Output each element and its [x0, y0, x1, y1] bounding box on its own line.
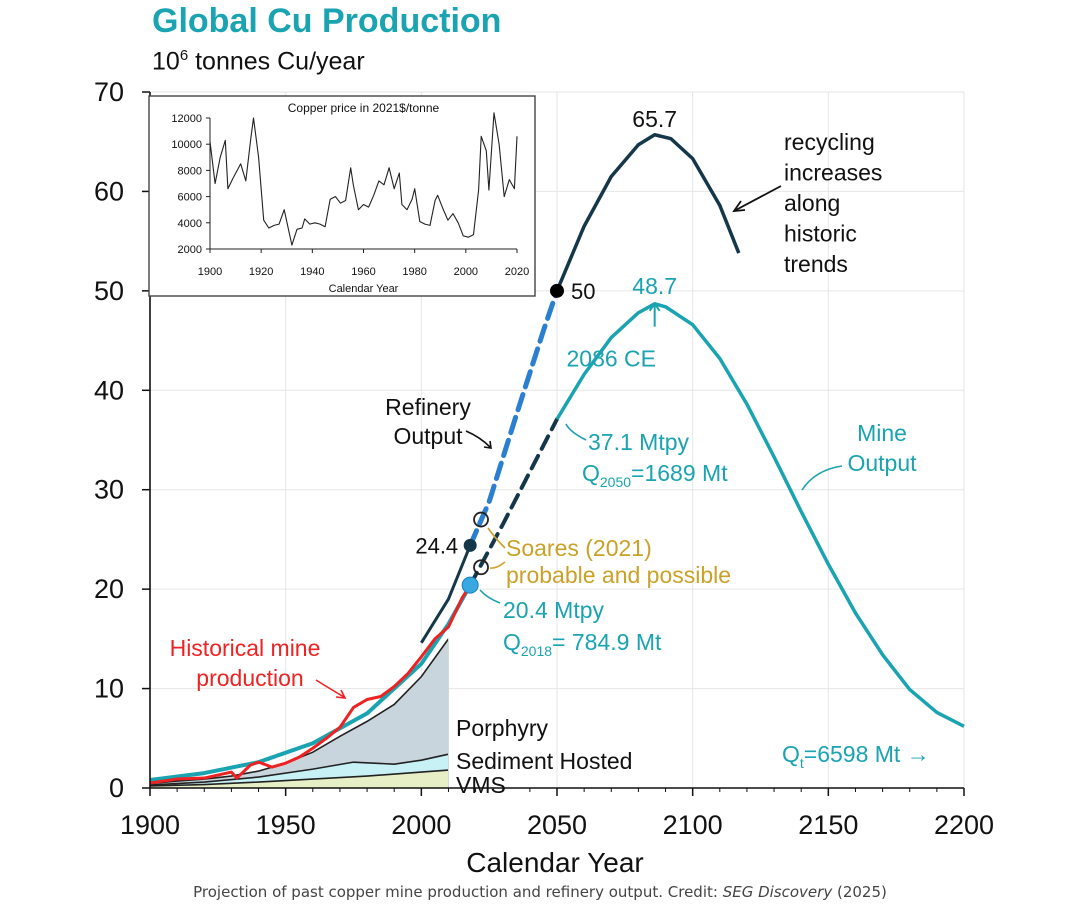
y-tick-label: 60 — [94, 176, 124, 206]
mtpy-2018-arrow — [479, 589, 501, 604]
inset-x-tick-label: 1960 — [351, 266, 375, 278]
recycling-note: recycling increases along historic trends — [784, 129, 882, 277]
x-tick-label: 2000 — [391, 810, 451, 840]
refinery-arrow-line — [465, 430, 491, 448]
sediment-label: Sediment Hosted — [456, 748, 632, 774]
inset-y-tick-label: 4000 — [178, 218, 202, 230]
x-axis-title: Calendar Year — [466, 847, 643, 878]
inset-x-tick-label: 1940 — [300, 266, 324, 278]
mine-output-forecast-line — [555, 302, 965, 728]
inset-y-tick-label: 2000 — [178, 244, 202, 256]
q2018-label: Q2018= 784.9 Mt — [503, 629, 662, 659]
mtpy-2050-label: 37.1 Mtpy — [588, 429, 689, 455]
historical-mine-production-line — [149, 584, 472, 785]
inset-y-tick-label: 6000 — [178, 192, 202, 204]
caption-year: (2025) — [832, 883, 887, 901]
x-tick-label: 1900 — [120, 810, 180, 840]
inset-x-tick-label: 1920 — [249, 266, 273, 278]
axes: 1900 1950 2000 2050 2100 2150 2200010203040506… — [94, 77, 994, 878]
annotations: 65.7 48.7 2086 CE recycling increases along hi… — [170, 106, 930, 798]
y-tick-label: 40 — [94, 375, 124, 405]
refinery-output-label: Refinery Output — [385, 394, 471, 449]
peak-mine-label: 48.7 — [632, 273, 677, 299]
inset-y-tick-label: 10000 — [171, 139, 202, 151]
inset-y-tick-label: 12000 — [171, 113, 202, 125]
y-tick-label: 30 — [94, 475, 124, 505]
y-tick-label: 0 — [109, 773, 124, 803]
point-marker — [473, 559, 489, 576]
area-porphyry — [150, 638, 449, 788]
recycling-arrow-line — [733, 185, 782, 212]
refinery-arrow-head — [483, 440, 492, 449]
inset-chart: Copper price in 2021$/tonne 2000 4000 6000 8… — [148, 95, 536, 297]
inset-x-tick-label: 1900 — [198, 266, 222, 278]
unit-text: tonnes Cu/year — [188, 47, 365, 76]
series-lines — [149, 133, 965, 785]
point-marker — [461, 576, 479, 594]
point-marker — [463, 538, 477, 552]
peak-refinery-label: 65.7 — [632, 106, 677, 132]
soares-label-line2: probable and possible — [506, 562, 731, 588]
x-tick-label: 1950 — [256, 810, 316, 840]
inset-x-tick-label: 2020 — [505, 266, 529, 278]
point-marker — [473, 511, 489, 528]
peak-year-label: 2086 CE — [567, 345, 657, 371]
y-tick-label: 70 — [94, 77, 124, 107]
soares-label-line1: Soares (2021) — [506, 535, 652, 561]
peak-arrow-head — [648, 302, 661, 312]
inset-price-line — [209, 112, 518, 246]
x-tick-label: 2050 — [527, 810, 587, 840]
recycling-arrow-head — [732, 200, 746, 213]
mtpy-2018-label: 20.4 Mtpy — [503, 597, 604, 623]
mine-output-arrow — [801, 465, 843, 491]
chart-subtitle: 106 tonnes Cu/year — [152, 47, 365, 76]
inset-x-axis-title: Calendar Year — [329, 283, 399, 295]
unit-exponent: 6 — [179, 47, 189, 64]
caption-text: Projection of past copper mine productio… — [193, 883, 723, 901]
refinery-output-forecast-line — [555, 133, 741, 292]
mine-output-projection-line — [468, 417, 559, 588]
area-outline-vms — [149, 769, 449, 787]
inset-frame — [148, 95, 536, 297]
inset-x-tick-label: 1980 — [402, 266, 426, 278]
x-tick-label: 2200 — [934, 810, 994, 840]
inset-title: Copper price in 2021$/tonne — [288, 101, 440, 115]
deposit-areas — [149, 638, 450, 788]
qt-total-label: Qt=6598 Mt → — [782, 741, 930, 771]
main-chart: 1900 1950 2000 2050 2100 2150 2200010203040506… — [94, 77, 994, 878]
y-tick-label: 20 — [94, 574, 124, 604]
y-tick-label: 50 — [94, 276, 124, 306]
inset-x-tick-label: 2000 — [454, 266, 478, 278]
historical-mine-label: Historical mine production — [170, 635, 321, 691]
area-outline-sediment-hosted — [149, 753, 449, 786]
mine-output-label: Mine Output — [847, 420, 917, 476]
point-marker — [550, 283, 564, 298]
chart-title: Global Cu Production — [152, 2, 502, 40]
unit-base: 10 — [152, 47, 180, 76]
historical-arrow-line — [315, 679, 345, 698]
refinery-output-historic-line — [420, 544, 472, 644]
porphyry-label: Porphyry — [456, 715, 549, 741]
point-label: 50 — [571, 279, 595, 304]
soares-bracket-lower — [489, 561, 506, 569]
area-vms — [150, 770, 449, 788]
inset-y-tick-label: 8000 — [178, 165, 202, 177]
q2050-label: Q2050=1689 Mt — [582, 460, 728, 490]
refinery-output-projection-line — [467, 288, 560, 548]
point-label: 24.4 — [415, 533, 458, 558]
vms-label: VMS — [456, 772, 506, 798]
soares-bracket-upper — [487, 527, 506, 549]
historical-arrow-head — [335, 689, 347, 699]
x-tick-label: 2100 — [663, 810, 723, 840]
y-tick-label: 10 — [94, 674, 124, 704]
mtpy-2050-arrow — [565, 423, 587, 441]
data-points: 24.4 50 — [415, 279, 595, 594]
figure-caption: Projection of past copper mine productio… — [0, 883, 1080, 901]
caption-source: SEG Discovery — [722, 883, 833, 901]
x-tick-label: 2150 — [798, 810, 858, 840]
